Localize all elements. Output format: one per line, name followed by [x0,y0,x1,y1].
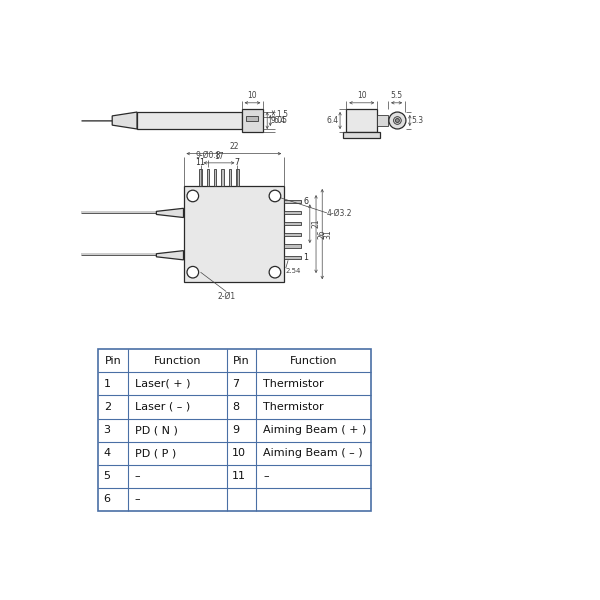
Bar [245,116,258,121]
Polygon shape [157,251,184,260]
Polygon shape [112,112,137,129]
Text: 1: 1 [104,379,110,389]
Text: 6.4: 6.4 [274,116,286,125]
Text: 3: 3 [104,425,110,435]
Text: 8: 8 [232,402,239,412]
Text: 6: 6 [304,197,308,206]
Text: PD ( N ): PD ( N ) [134,425,178,435]
Circle shape [187,266,199,278]
Text: 5: 5 [104,471,110,481]
Bar [137,112,242,129]
Bar [284,256,301,259]
Bar [221,169,224,186]
Text: 6: 6 [104,494,110,505]
Bar [207,169,209,186]
Text: 2-Ø1: 2-Ø1 [217,292,235,301]
Bar [242,109,263,132]
Text: Thermistor: Thermistor [263,402,324,412]
Bar [346,109,377,132]
Text: Function: Function [290,356,337,366]
Text: 4: 4 [104,448,111,458]
Circle shape [269,190,281,202]
Bar [236,169,239,186]
Bar [284,244,301,248]
Text: 7: 7 [232,379,239,389]
Text: 11: 11 [196,158,206,167]
Text: 1: 1 [304,253,308,262]
Bar [284,222,301,225]
Text: 9: 9 [232,425,239,435]
Bar [284,200,301,203]
Bar [199,169,202,186]
Circle shape [394,116,401,124]
Text: –: – [263,471,269,481]
Text: 10: 10 [232,448,247,458]
Text: Function: Function [154,356,201,366]
Text: Pin: Pin [104,356,121,366]
Text: 10: 10 [357,91,367,100]
Bar [229,169,231,186]
Text: 9-Ø0.8: 9-Ø0.8 [195,151,221,160]
Circle shape [187,190,199,202]
Circle shape [395,119,400,122]
Text: 31: 31 [324,229,333,239]
Text: Thermistor: Thermistor [263,379,324,389]
Text: 7: 7 [235,158,240,167]
Text: Pin: Pin [233,356,250,366]
Text: 22: 22 [229,142,239,151]
Bar [184,186,284,282]
Bar [284,233,301,236]
Bar [284,211,301,214]
Text: 1.5: 1.5 [277,110,289,119]
Text: Aiming Beam ( – ): Aiming Beam ( – ) [263,448,363,458]
Text: –: – [134,471,140,481]
Text: 5.3: 5.3 [412,116,424,125]
Text: 11: 11 [232,471,247,481]
Text: 9.05: 9.05 [271,116,287,125]
Text: 6.4: 6.4 [326,116,338,125]
Text: –: – [134,494,140,505]
Text: 21: 21 [311,219,320,229]
Bar [377,115,388,126]
Bar [214,169,217,186]
Text: Aiming Beam ( + ): Aiming Beam ( + ) [263,425,367,435]
Text: 5.5: 5.5 [391,91,403,100]
Text: 10: 10 [248,91,257,100]
Polygon shape [157,208,184,218]
Text: 26: 26 [317,229,326,239]
Circle shape [389,112,406,129]
Text: Laser( + ): Laser( + ) [134,379,190,389]
Circle shape [269,266,281,278]
Bar [98,349,371,511]
Text: 2: 2 [104,402,111,412]
Bar [343,132,380,138]
Text: 17: 17 [214,152,224,161]
Text: PD ( P ): PD ( P ) [134,448,176,458]
Text: 2.54: 2.54 [286,268,301,274]
Text: Laser ( – ): Laser ( – ) [134,402,190,412]
Text: 4-Ø3.2: 4-Ø3.2 [327,208,352,217]
